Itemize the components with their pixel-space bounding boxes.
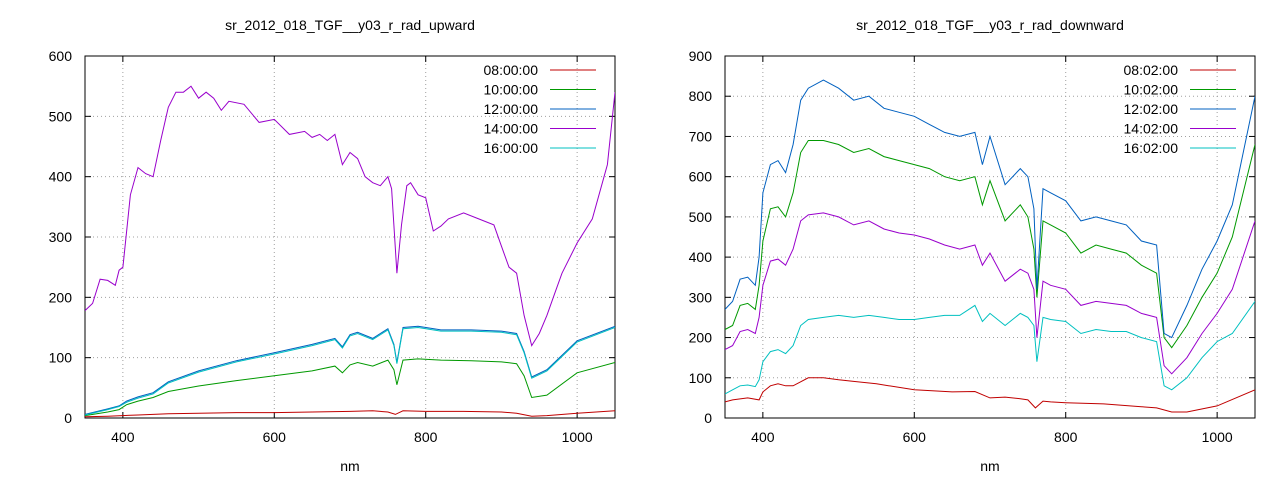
y-tick-label: 400: [689, 249, 713, 265]
y-tick-label: 0: [704, 410, 712, 426]
legend-label: 08:00:00: [484, 62, 539, 78]
legend-label: 16:02:00: [1124, 140, 1179, 156]
y-tick-label: 900: [689, 48, 713, 64]
series-line-140200: [725, 212, 1255, 375]
x-tick-label: 1000: [562, 429, 593, 445]
y-tick-label: 500: [49, 108, 73, 124]
legend-label: 10:00:00: [484, 82, 539, 98]
y-tick-label: 400: [49, 169, 73, 185]
y-tick-label: 600: [689, 169, 713, 185]
series-line-160200: [725, 301, 1255, 395]
series-line-100000: [85, 358, 615, 417]
x-tick-label: 1000: [1202, 429, 1233, 445]
y-tick-label: 0: [64, 410, 72, 426]
y-tick-label: 100: [689, 370, 713, 386]
series-line-160000: [85, 326, 615, 416]
legend-label: 14:02:00: [1124, 121, 1179, 137]
series-line-140000: [85, 85, 615, 347]
x-tick-label: 600: [263, 429, 287, 445]
y-tick-label: 700: [689, 128, 713, 144]
y-tick-label: 200: [49, 289, 73, 305]
chart-upward: sr_2012_018_TGF__y03_r_rad_upward 400 600 8…: [49, 17, 616, 474]
y-tick-label: 800: [689, 88, 713, 104]
legend-label: 12:02:00: [1124, 101, 1179, 117]
y-tick-label: 600: [49, 48, 73, 64]
legend-label: 10:02:00: [1124, 82, 1179, 98]
series-line-080000: [85, 410, 615, 418]
plot-frame: [724, 55, 1256, 419]
chart-title: sr_2012_018_TGF__y03_r_rad_downward: [856, 17, 1124, 33]
y-tick-label: 100: [49, 350, 73, 366]
y-tick-label: 200: [689, 330, 713, 346]
x-tick-label: 400: [751, 429, 775, 445]
legend-label: 16:00:00: [484, 140, 539, 156]
legend-label: 14:00:00: [484, 121, 539, 137]
y-tick-label: 300: [49, 229, 73, 245]
legend-label: 12:00:00: [484, 101, 539, 117]
chart-title: sr_2012_018_TGF__y03_r_rad_upward: [225, 17, 475, 33]
x-tick-label: 800: [1054, 429, 1078, 445]
chart-downward: sr_2012_018_TGF__y03_r_rad_downward 400 60…: [689, 17, 1256, 474]
series-line-100200: [725, 140, 1255, 349]
series-line-120200: [725, 79, 1255, 339]
x-axis-label: nm: [340, 458, 359, 474]
y-tick-label: 300: [689, 289, 713, 305]
y-tick-label: 500: [689, 209, 713, 225]
x-tick-label: 400: [111, 429, 135, 445]
x-tick-label: 600: [903, 429, 927, 445]
legend-label: 08:02:00: [1124, 62, 1179, 78]
x-axis-label: nm: [980, 458, 999, 474]
series-line-080200: [725, 377, 1255, 413]
x-tick-label: 800: [414, 429, 438, 445]
